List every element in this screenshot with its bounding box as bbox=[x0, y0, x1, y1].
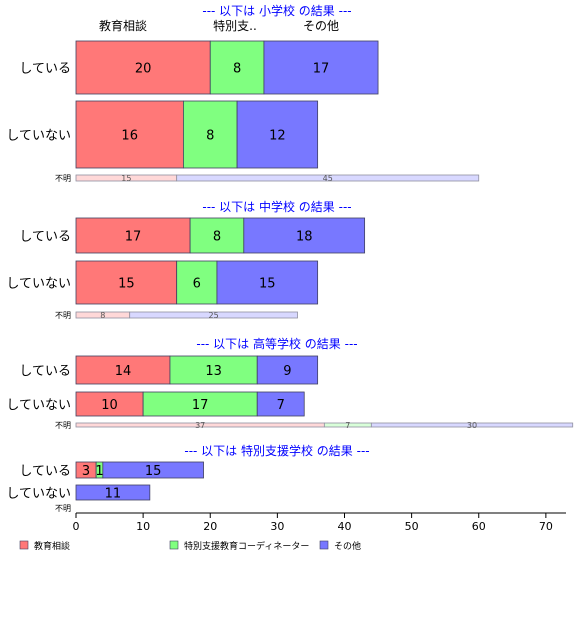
data-label: 11 bbox=[105, 487, 122, 502]
bar-segment bbox=[236, 100, 319, 169]
data-label: 17 bbox=[125, 230, 142, 245]
row-label: していない bbox=[6, 487, 71, 502]
x-tick-label: 10 bbox=[136, 520, 150, 533]
group-title: --- 以下は 特別支援学校 の結果 --- bbox=[184, 443, 369, 458]
data-label: 17 bbox=[313, 62, 330, 77]
data-label: 10 bbox=[101, 398, 118, 413]
bar-segment bbox=[256, 355, 319, 385]
data-label: 37 bbox=[195, 421, 205, 430]
legend-label: 教育相談 bbox=[34, 540, 70, 552]
data-label: 15 bbox=[118, 277, 135, 292]
row-label: している bbox=[19, 364, 71, 379]
data-label: 13 bbox=[205, 364, 222, 379]
column-header: その他 bbox=[303, 19, 339, 33]
data-label: 15 bbox=[259, 277, 276, 292]
bar-segment bbox=[370, 422, 574, 428]
data-label: 20 bbox=[135, 62, 152, 77]
legend-swatch bbox=[19, 540, 29, 550]
data-label: 8 bbox=[206, 129, 214, 144]
data-label: 30 bbox=[467, 421, 477, 430]
data-label: 45 bbox=[323, 174, 333, 183]
bar-segment bbox=[176, 174, 480, 182]
bar-segment bbox=[75, 217, 191, 254]
data-label: 8 bbox=[100, 311, 105, 320]
group-title: --- 以下は 高等学校 の結果 --- bbox=[196, 336, 357, 351]
x-tick-label: 30 bbox=[270, 520, 284, 533]
row-label: している bbox=[19, 230, 71, 245]
row-label: 不明 bbox=[55, 504, 71, 513]
x-tick-label: 60 bbox=[472, 520, 486, 533]
data-label: 7 bbox=[345, 421, 350, 430]
row-label: していない bbox=[6, 277, 71, 292]
bar-segment bbox=[169, 355, 258, 385]
x-tick-label: 70 bbox=[539, 520, 553, 533]
row-label: していない bbox=[6, 129, 71, 144]
row-label: 不明 bbox=[55, 311, 71, 320]
legend-swatch bbox=[319, 540, 329, 550]
data-label: 25 bbox=[209, 311, 219, 320]
bar-segment bbox=[129, 311, 298, 319]
data-label: 1 bbox=[95, 464, 103, 479]
bar-segment bbox=[209, 40, 265, 95]
bar-segment bbox=[256, 391, 305, 417]
row-label: している bbox=[19, 464, 71, 479]
row-label: 不明 bbox=[55, 421, 71, 430]
legend-swatch bbox=[169, 540, 179, 550]
bar-segment bbox=[102, 461, 204, 479]
data-label: 8 bbox=[233, 62, 241, 77]
bar-segment bbox=[216, 260, 319, 305]
data-label: 12 bbox=[269, 129, 286, 144]
x-tick-label: 0 bbox=[73, 520, 80, 533]
x-tick-label: 40 bbox=[337, 520, 351, 533]
data-label: 3 bbox=[82, 464, 90, 479]
bar-segment bbox=[75, 100, 184, 169]
column-header: 教育相談 bbox=[99, 18, 147, 33]
data-label: 15 bbox=[145, 464, 162, 479]
data-label: 7 bbox=[277, 398, 285, 413]
bar-segment bbox=[243, 217, 366, 254]
bar-segment bbox=[176, 260, 218, 305]
data-label: 6 bbox=[193, 277, 201, 292]
x-tick-label: 50 bbox=[405, 520, 419, 533]
group-title: --- 以下は 小学校 の結果 --- bbox=[202, 3, 351, 18]
bar-segment bbox=[142, 391, 258, 417]
bar-segment bbox=[182, 100, 238, 169]
column-header: 特別支.. bbox=[213, 18, 257, 33]
bar-segment bbox=[75, 355, 171, 385]
row-label: している bbox=[19, 62, 71, 77]
bar-segment bbox=[75, 40, 211, 95]
bar-segment bbox=[75, 391, 144, 417]
data-label: 8 bbox=[213, 230, 221, 245]
x-tick-label: 20 bbox=[203, 520, 217, 533]
bar-segment bbox=[75, 484, 151, 501]
group-title: --- 以下は 中学校 の結果 --- bbox=[202, 199, 351, 214]
legend-label: その他 bbox=[334, 540, 361, 552]
data-label: 15 bbox=[121, 174, 131, 183]
row-label: していない bbox=[6, 398, 71, 413]
bar-segment bbox=[263, 40, 379, 95]
data-label: 17 bbox=[192, 398, 209, 413]
data-label: 16 bbox=[121, 129, 138, 144]
legend-label: 特別支援教育コーディネーター bbox=[184, 540, 309, 552]
data-label: 14 bbox=[115, 364, 132, 379]
row-label: 不明 bbox=[55, 174, 71, 183]
bar-segment bbox=[189, 217, 245, 254]
data-label: 9 bbox=[283, 364, 291, 379]
data-label: 18 bbox=[296, 230, 313, 245]
